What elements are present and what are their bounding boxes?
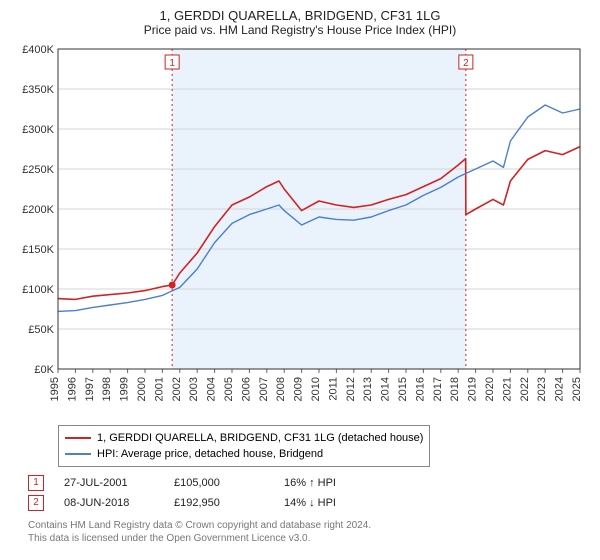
svg-text:£0K: £0K xyxy=(34,364,54,376)
svg-text:1997: 1997 xyxy=(84,377,96,401)
event-date: 27-JUL-2001 xyxy=(64,473,154,493)
svg-text:2022: 2022 xyxy=(519,377,531,401)
svg-text:£200K: £200K xyxy=(22,204,54,216)
event-delta: 14% ↓ HPI xyxy=(284,493,374,513)
legend-item: 1, GERDDI QUARELLA, BRIDGEND, CF31 1LG (… xyxy=(65,430,423,446)
svg-text:2012: 2012 xyxy=(345,377,357,401)
event-price: £105,000 xyxy=(174,473,264,493)
svg-text:2006: 2006 xyxy=(240,377,252,401)
svg-text:£50K: £50K xyxy=(28,324,54,336)
svg-text:2024: 2024 xyxy=(554,377,566,401)
table-row: 1 27-JUL-2001 £105,000 16% ↑ HPI xyxy=(28,473,588,493)
event-marker-icon: 2 xyxy=(28,495,44,511)
svg-text:1995: 1995 xyxy=(49,377,61,401)
line-chart: £0K £50K £100K £150K £200K £250K £300K £350K £40… xyxy=(12,41,588,421)
event-marker-icon: 1 xyxy=(28,475,44,491)
legend-swatch xyxy=(65,453,91,455)
svg-text:2002: 2002 xyxy=(171,377,183,401)
svg-text:1: 1 xyxy=(169,58,175,69)
svg-text:2004: 2004 xyxy=(206,377,218,401)
svg-text:1999: 1999 xyxy=(119,377,131,401)
svg-text:£100K: £100K xyxy=(22,284,54,296)
event-price: £192,950 xyxy=(174,493,264,513)
svg-text:£250K: £250K xyxy=(22,164,54,176)
svg-text:2014: 2014 xyxy=(380,377,392,401)
svg-text:2025: 2025 xyxy=(571,377,583,401)
svg-text:2015: 2015 xyxy=(397,377,409,401)
svg-text:2021: 2021 xyxy=(501,377,513,401)
svg-text:2010: 2010 xyxy=(310,377,322,401)
svg-text:2003: 2003 xyxy=(188,377,200,401)
svg-text:2007: 2007 xyxy=(258,377,270,401)
svg-text:2000: 2000 xyxy=(136,377,148,401)
svg-text:2018: 2018 xyxy=(449,377,461,401)
svg-text:2011: 2011 xyxy=(327,377,339,401)
svg-text:2: 2 xyxy=(463,58,469,69)
legend-swatch xyxy=(65,437,91,439)
svg-text:2001: 2001 xyxy=(153,377,165,401)
events-table: 1 27-JUL-2001 £105,000 16% ↑ HPI 2 08-JU… xyxy=(28,473,588,513)
chart-subtitle: Price paid vs. HM Land Registry's House … xyxy=(12,23,588,37)
chart-title: 1, GERDDI QUARELLA, BRIDGEND, CF31 1LG xyxy=(12,8,588,23)
event-date: 08-JUN-2018 xyxy=(64,493,154,513)
svg-text:2013: 2013 xyxy=(362,377,374,401)
footer-attribution: Contains HM Land Registry data © Crown c… xyxy=(28,519,588,545)
svg-text:2005: 2005 xyxy=(223,377,235,401)
svg-text:2016: 2016 xyxy=(414,377,426,401)
legend-item: HPI: Average price, detached house, Brid… xyxy=(65,446,423,462)
svg-text:£350K: £350K xyxy=(22,84,54,96)
legend-label: 1, GERDDI QUARELLA, BRIDGEND, CF31 1LG (… xyxy=(97,430,423,446)
svg-text:2020: 2020 xyxy=(484,377,496,401)
legend: 1, GERDDI QUARELLA, BRIDGEND, CF31 1LG (… xyxy=(58,425,430,467)
svg-text:1996: 1996 xyxy=(66,377,78,401)
svg-text:2017: 2017 xyxy=(432,377,444,401)
legend-label: HPI: Average price, detached house, Brid… xyxy=(97,446,323,462)
event-delta: 16% ↑ HPI xyxy=(284,473,374,493)
svg-text:2009: 2009 xyxy=(293,377,305,401)
svg-text:£400K: £400K xyxy=(22,44,54,56)
svg-text:1998: 1998 xyxy=(101,377,113,401)
svg-text:2019: 2019 xyxy=(467,377,479,401)
svg-text:£300K: £300K xyxy=(22,124,54,136)
svg-text:£150K: £150K xyxy=(22,244,54,256)
table-row: 2 08-JUN-2018 £192,950 14% ↓ HPI xyxy=(28,493,588,513)
svg-text:2023: 2023 xyxy=(536,377,548,401)
svg-text:2008: 2008 xyxy=(275,377,287,401)
